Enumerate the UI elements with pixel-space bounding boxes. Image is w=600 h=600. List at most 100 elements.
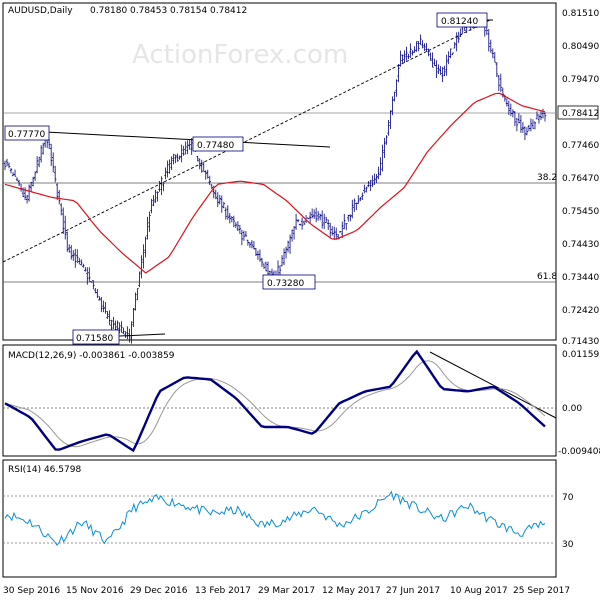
price-bar [80, 259, 83, 266]
price-bar [397, 64, 400, 83]
price-bar [455, 32, 458, 52]
price-bar [258, 249, 262, 262]
price-bar [122, 327, 125, 335]
price-bar [491, 48, 495, 59]
price-bar [353, 198, 356, 212]
price-bar [300, 217, 304, 230]
price-bar [226, 205, 230, 220]
rising-trendline [2, 19, 491, 263]
price-bar [254, 248, 258, 257]
ohlc-close: 0.78412 [210, 6, 247, 16]
price-bar [260, 257, 264, 268]
price-bar [369, 179, 372, 192]
macd-title: MACD(12,26,9) -0.003861 -0.003859 [8, 351, 175, 361]
price-bar [411, 50, 414, 56]
price-bar [216, 192, 219, 208]
x-tick-label: 12 May 2017 [322, 586, 381, 596]
price-bar [457, 31, 460, 43]
price-bar [202, 161, 205, 172]
price-bar [96, 288, 99, 299]
price-bar [306, 217, 310, 220]
macd-panel-frame [2, 344, 557, 457]
price-bar [429, 52, 432, 61]
price-bar [302, 220, 306, 225]
price-bar [493, 52, 497, 63]
price-bar [82, 263, 85, 268]
price-bar [322, 213, 326, 230]
y-tick-label: 0.73440 [562, 273, 599, 283]
price-bar [7, 162, 11, 169]
x-tick-label: 10 Aug 2017 [450, 586, 508, 596]
price-bar [403, 50, 406, 64]
price-bar [409, 43, 412, 58]
y-tick-label: 0.75450 [562, 207, 599, 217]
price-bar [224, 207, 228, 220]
label-box-7328 [262, 274, 316, 290]
price-bar [178, 155, 181, 160]
price-bar [513, 111, 517, 127]
price-bar [413, 46, 416, 53]
price-bar [451, 52, 454, 55]
price-bar [25, 195, 29, 204]
price-bar [210, 184, 213, 189]
price-bar [66, 231, 69, 252]
price-bar [341, 221, 344, 239]
price-bar [335, 227, 338, 240]
price-bar [222, 201, 226, 209]
price-bar [459, 28, 462, 38]
price-bar [282, 248, 286, 266]
y-tick-label: 0.80490 [562, 42, 599, 52]
price-bar [234, 222, 238, 228]
rsi-tick-30: 30 [562, 540, 574, 550]
price-bar [3, 160, 7, 171]
price-bar [70, 245, 73, 260]
price-bar [228, 212, 232, 224]
price-bar [90, 281, 93, 283]
x-tick-label: 27 Jun 2017 [386, 586, 440, 596]
price-bar [49, 143, 53, 166]
price-bar [186, 140, 189, 155]
price-bar [292, 226, 296, 240]
price-bar [206, 169, 209, 179]
price-bar [152, 195, 155, 206]
price-bar [421, 40, 424, 49]
price-bar [517, 113, 521, 124]
price-bar [288, 234, 292, 254]
price-bar [98, 296, 101, 301]
price-bar [39, 145, 43, 163]
price-bar [13, 169, 17, 177]
price-bar [244, 231, 248, 237]
price-bar [371, 175, 374, 188]
fib-38-label: 38.2 [537, 173, 557, 183]
price-bar [248, 242, 252, 248]
price-bar [9, 168, 13, 174]
x-tick-label: 29 Dec 2016 [130, 586, 188, 596]
label-7777: 0.77770 [8, 130, 45, 140]
price-bar [445, 54, 448, 76]
price-bar [507, 100, 511, 116]
price-panel-frame [2, 2, 557, 341]
price-bar [160, 176, 163, 196]
price-bar [214, 189, 217, 200]
price-bar [35, 156, 39, 174]
ohlc-open: 0.78180 [90, 6, 127, 16]
price-bar [118, 322, 121, 334]
price-bar [72, 250, 75, 261]
price-bar [170, 156, 173, 171]
price-bar [100, 297, 103, 313]
price-bar [55, 183, 59, 201]
y-tick-label: 0.71430 [562, 337, 599, 347]
price-bar [521, 122, 525, 133]
price-bar [415, 41, 418, 52]
price-bar [318, 213, 322, 221]
price-bar [497, 75, 501, 91]
price-bar [543, 112, 547, 122]
price-bar [180, 144, 183, 163]
price-bar [525, 127, 529, 136]
y-tick-label: 0.76470 [562, 174, 599, 184]
price-bar [218, 195, 221, 205]
price-bar [102, 300, 105, 313]
price-bar [120, 321, 123, 333]
price-bar [136, 287, 139, 301]
price-bar [176, 153, 179, 162]
